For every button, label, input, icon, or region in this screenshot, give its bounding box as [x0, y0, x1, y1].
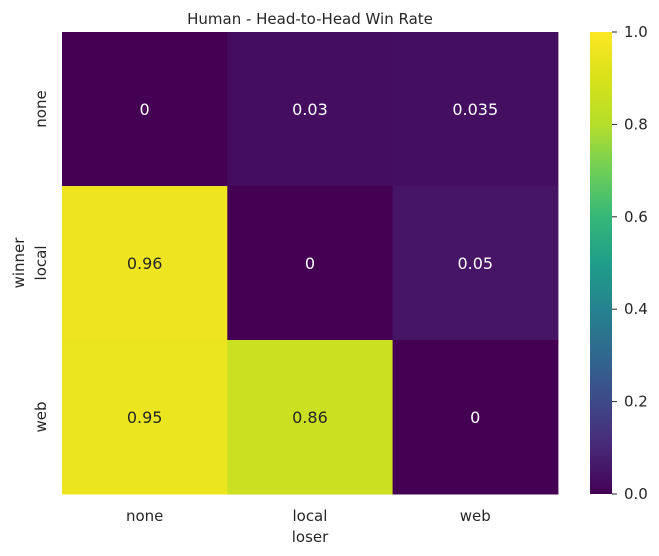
heatmap-cell-local-local: [227, 186, 394, 341]
colorbar-tick-label: 0.6: [624, 208, 648, 226]
cell-value-label: 0: [470, 408, 480, 427]
heatmap-cell-local-web: [392, 186, 559, 341]
heatmap-cell-none-local: [227, 32, 394, 187]
x-axis-label: loser: [292, 528, 329, 546]
heatmap-cell-local-none: [62, 186, 228, 341]
x-tick-label: web: [460, 507, 491, 525]
y-tick-label: web: [32, 401, 50, 432]
colorbar-tick-label: 0.0: [624, 485, 648, 503]
x-tick-label: local: [292, 507, 327, 525]
y-axis-label: winner: [10, 237, 28, 289]
colorbar-tick-label: 0.2: [624, 393, 648, 411]
x-axis-ticks: none local web: [126, 507, 491, 525]
colorbar-tick-label: 0.4: [624, 300, 648, 318]
cell-value-label: 0: [305, 254, 315, 273]
cell-value-label: 0.03: [292, 100, 328, 119]
heatmap-cell-none-web: [392, 32, 559, 187]
cell-value-label: 0.95: [127, 408, 163, 427]
chart-title: Human - Head-to-Head Win Rate: [187, 10, 433, 28]
y-axis-ticks: none local web: [32, 90, 50, 432]
heatmap-cell-labels: 0 0.03 0.035 0.96 0 0.05 0.95 0.86 0: [127, 100, 498, 427]
x-tick-label: none: [126, 507, 163, 525]
heatmap-cells: [62, 32, 559, 495]
heatmap-cell-web-local: [227, 340, 394, 495]
cell-value-label: 0.035: [452, 100, 498, 119]
heatmap-cell-none-none: [62, 32, 228, 187]
y-tick-label: none: [32, 90, 50, 127]
heatmap-cell-web-none: [62, 340, 228, 495]
cell-value-label: 0.86: [292, 408, 328, 427]
colorbar-ticks: 0.0 0.2 0.4 0.6 0.8 1.0: [612, 23, 648, 503]
cell-value-label: 0.96: [127, 254, 163, 273]
cell-value-label: 0: [140, 100, 150, 119]
y-tick-label: local: [32, 246, 50, 281]
colorbar: [590, 32, 612, 494]
colorbar-tick-label: 1.0: [624, 23, 648, 41]
cell-value-label: 0.05: [457, 254, 493, 273]
colorbar-tick-label: 0.8: [624, 115, 648, 133]
heatmap-cell-web-web: [392, 340, 559, 495]
